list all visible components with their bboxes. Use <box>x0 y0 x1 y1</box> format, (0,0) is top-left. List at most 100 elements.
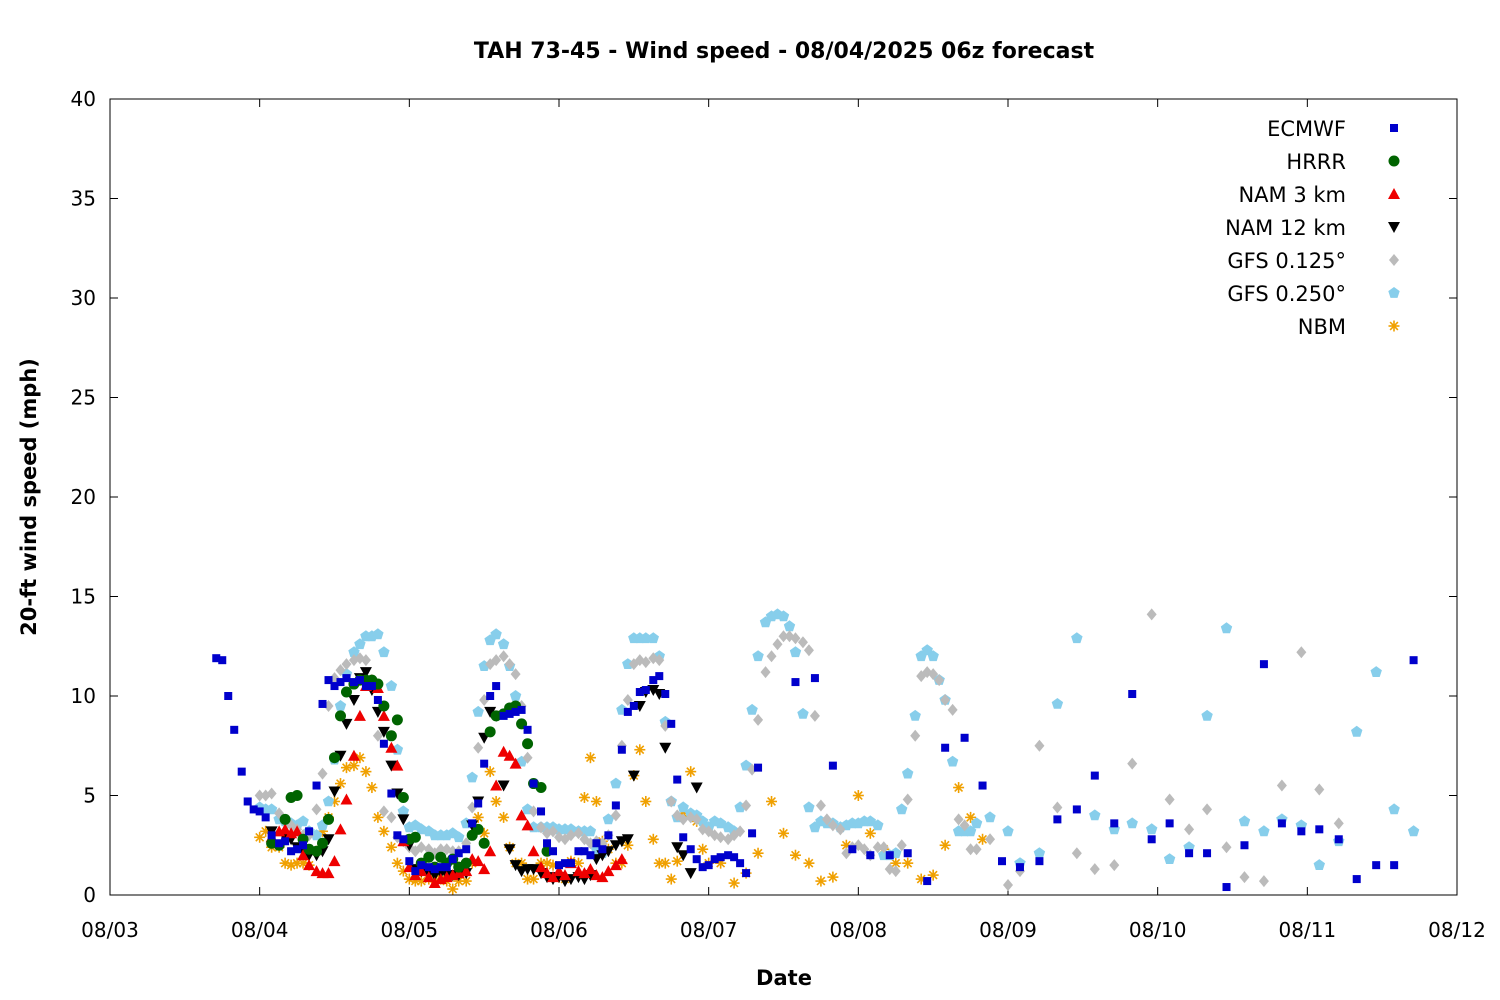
data-point <box>291 825 304 837</box>
data-point <box>521 819 534 831</box>
data-point <box>1184 823 1195 836</box>
data-point <box>715 831 726 844</box>
legend-label: GFS 0.125° <box>1227 249 1346 273</box>
data-point <box>491 654 502 667</box>
data-point <box>766 650 777 663</box>
data-point <box>311 845 323 857</box>
legend-marker <box>1388 188 1400 199</box>
data-point <box>328 855 341 867</box>
legend-marker <box>1388 222 1400 233</box>
data-point <box>385 760 398 772</box>
legend-label: GFS 0.250° <box>1227 282 1346 306</box>
y-tick-label: 20 <box>71 485 96 509</box>
data-point <box>267 831 276 840</box>
data-point <box>809 709 820 722</box>
data-point <box>517 705 526 714</box>
data-point <box>329 752 340 764</box>
series-nbm <box>254 744 989 895</box>
data-point <box>218 656 227 665</box>
data-point <box>741 799 752 812</box>
data-point <box>1053 815 1062 824</box>
data-point <box>379 739 388 748</box>
data-point <box>527 845 540 857</box>
data-point <box>553 865 565 877</box>
data-point <box>1126 817 1138 829</box>
data-point <box>1315 825 1324 834</box>
data-point <box>690 782 703 794</box>
data-point <box>1202 803 1213 816</box>
data-point <box>504 658 515 671</box>
data-point <box>621 834 634 846</box>
data-point <box>691 813 702 826</box>
data-point <box>536 821 547 834</box>
data-point <box>970 817 983 829</box>
data-point <box>923 877 932 886</box>
legend-label: HRRR <box>1286 150 1346 174</box>
data-point <box>1033 847 1046 859</box>
data-point <box>678 813 689 826</box>
data-point <box>1127 757 1138 770</box>
data-point <box>647 833 659 845</box>
legend-marker <box>1388 320 1400 332</box>
data-point <box>629 701 638 710</box>
data-point <box>752 847 764 859</box>
data-point <box>360 766 372 778</box>
data-point <box>335 664 346 677</box>
data-point <box>730 853 739 862</box>
data-point <box>547 871 560 883</box>
data-point <box>609 859 622 871</box>
data-point <box>385 741 398 753</box>
data-point <box>1314 783 1325 796</box>
data-point <box>611 801 620 810</box>
data-point <box>537 807 546 816</box>
data-point <box>279 823 292 835</box>
data-point <box>509 690 522 701</box>
data-point <box>1146 608 1157 621</box>
data-point <box>803 801 815 813</box>
data-point <box>1203 849 1212 858</box>
data-point <box>635 688 644 697</box>
data-point <box>772 638 783 651</box>
data-point <box>360 654 371 667</box>
data-point <box>953 782 965 794</box>
data-point <box>529 779 538 788</box>
data-point <box>1163 853 1176 864</box>
data-point <box>299 841 308 850</box>
x-tick-label: 08/09 <box>979 918 1037 942</box>
series-ecmwf <box>212 654 1418 892</box>
data-point <box>760 666 771 679</box>
data-point <box>453 831 465 843</box>
data-point <box>909 709 921 721</box>
data-point <box>584 752 596 764</box>
data-point <box>560 859 569 868</box>
data-point <box>921 644 933 656</box>
data-point <box>778 827 789 839</box>
data-point <box>317 837 329 849</box>
data-point <box>411 867 420 876</box>
data-point <box>959 819 970 832</box>
data-point <box>397 791 409 803</box>
x-tick-label: 08/08 <box>830 918 888 942</box>
data-point <box>1238 815 1251 827</box>
legend-marker <box>1389 254 1399 266</box>
data-point <box>627 770 640 782</box>
data-point <box>340 718 353 730</box>
data-point <box>359 667 372 679</box>
data-point <box>484 726 496 738</box>
data-point <box>312 781 321 790</box>
data-point <box>224 692 233 700</box>
data-point <box>291 790 303 801</box>
data-point <box>287 847 296 856</box>
data-point <box>330 682 339 691</box>
data-point <box>574 847 583 856</box>
data-point <box>610 777 622 789</box>
data-point <box>334 710 346 722</box>
data-point <box>1164 793 1175 806</box>
data-point <box>435 843 446 856</box>
data-point <box>523 725 532 734</box>
data-point <box>367 682 376 691</box>
data-point <box>590 795 602 807</box>
data-point <box>505 709 514 718</box>
data-point <box>472 855 485 867</box>
data-point <box>1090 771 1099 780</box>
